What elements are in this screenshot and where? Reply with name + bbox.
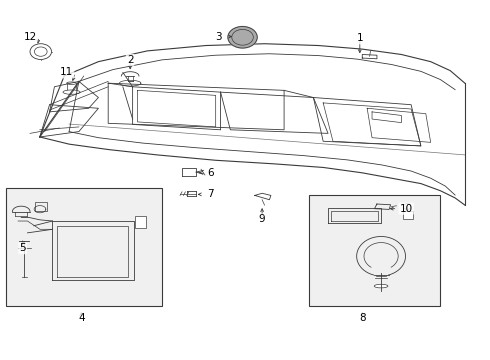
Bar <box>5 188 162 306</box>
Text: 8: 8 <box>359 313 366 323</box>
Text: 10: 10 <box>400 204 413 214</box>
Text: 11: 11 <box>60 67 74 77</box>
Text: 9: 9 <box>259 215 266 224</box>
Ellipse shape <box>63 90 80 94</box>
Bar <box>135 216 146 228</box>
Text: 7: 7 <box>207 189 214 199</box>
Text: 2: 2 <box>127 55 133 65</box>
Text: 1: 1 <box>357 33 363 43</box>
Ellipse shape <box>67 82 76 85</box>
Text: 5: 5 <box>20 243 26 253</box>
Bar <box>403 211 414 219</box>
Text: 6: 6 <box>207 168 214 178</box>
Circle shape <box>228 27 257 48</box>
Ellipse shape <box>374 284 388 288</box>
Text: 3: 3 <box>215 32 221 41</box>
Bar <box>309 195 441 306</box>
Bar <box>67 83 76 92</box>
Circle shape <box>30 44 51 59</box>
Text: 4: 4 <box>78 313 85 323</box>
Text: 12: 12 <box>24 32 37 41</box>
